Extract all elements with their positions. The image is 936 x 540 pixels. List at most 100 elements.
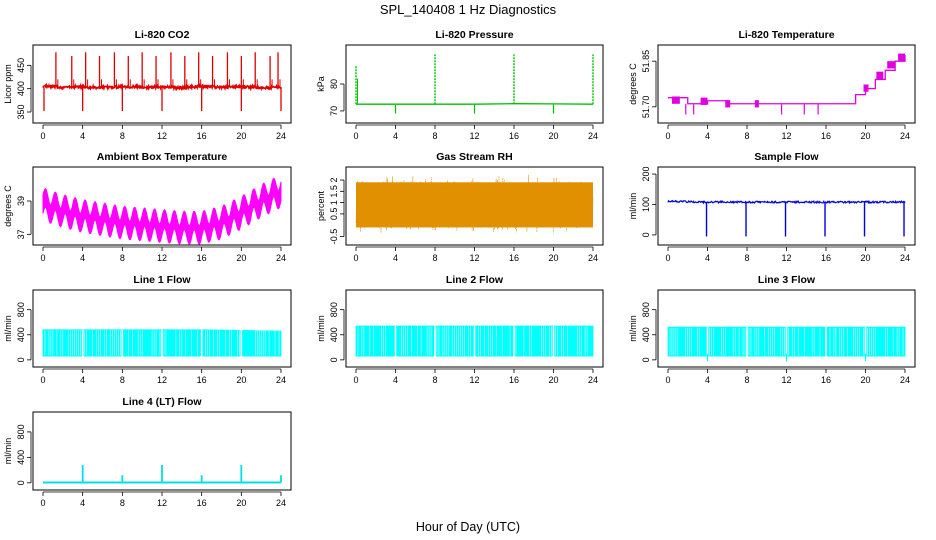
x-tick-label: 20	[236, 253, 246, 263]
y-tick-label: 1.5	[329, 185, 339, 198]
panel-title: Line 2 Flow	[446, 274, 504, 286]
x-tick-label: 8	[432, 253, 437, 263]
x-tick-label: 16	[197, 375, 207, 385]
y-tick-label: 800	[16, 302, 26, 317]
y-tick-label: -0.5	[329, 229, 339, 245]
x-tick-label: 8	[432, 375, 437, 385]
series-group	[355, 325, 594, 360]
x-tick-label: 8	[120, 253, 125, 263]
x-axis: 0 4 8 12 16 20 24	[353, 246, 598, 263]
x-tick-label: 24	[900, 131, 910, 141]
panel-title: Li-820 Temperature	[738, 29, 834, 41]
panel-frame	[345, 166, 604, 246]
panel-frame	[345, 44, 604, 124]
series-line	[667, 199, 906, 205]
series-line	[356, 103, 594, 105]
x-tick-label: 20	[860, 131, 870, 141]
y-tick-label: 200	[641, 167, 651, 182]
x-tick-label: 20	[548, 131, 558, 141]
x-tick-label: 16	[821, 253, 831, 263]
x-tick-label: 8	[744, 131, 749, 141]
panel-frame	[657, 166, 916, 246]
y-tick-label: 37	[16, 229, 26, 239]
flicker-block	[887, 61, 896, 69]
y-tick-label: 100	[641, 197, 651, 212]
flicker-block	[898, 53, 905, 61]
x-tick-label: 4	[80, 375, 85, 385]
x-tick-label: 4	[393, 253, 398, 263]
x-tick-label: 12	[469, 131, 479, 141]
x-tick-label: 20	[548, 253, 558, 263]
x-tick-label: 4	[393, 375, 398, 385]
flicker-block	[700, 97, 708, 105]
series-group	[667, 326, 906, 362]
x-tick-label: 8	[120, 131, 125, 141]
y-axis: 70 80	[329, 79, 345, 116]
x-tick-label: 16	[197, 498, 207, 508]
panel-frame	[32, 411, 292, 491]
x-axis: 0 4 8 12 16 20 24	[353, 368, 598, 385]
x-tick-label: 24	[276, 498, 286, 508]
x-tick-label: 24	[588, 375, 598, 385]
x-tick-label: 4	[393, 131, 398, 141]
y-tick-label: 0	[329, 357, 339, 362]
y-tick-label: 350	[16, 104, 26, 119]
series-group	[42, 177, 282, 245]
series-group	[355, 174, 594, 234]
y-tick-label: 800	[16, 424, 26, 439]
panel-title: Sample Flow	[754, 151, 819, 163]
x-axis: 0 4 8 12 16 20 24	[665, 124, 910, 141]
x-axis: 0 4 8 12 16 20 24	[40, 246, 286, 263]
y-axis-label: ml/min	[628, 315, 638, 342]
x-tick-label: 0	[665, 253, 670, 263]
y-tick-label: 51.85	[641, 50, 651, 73]
x-tick-label: 12	[469, 375, 479, 385]
x-axis: 0 4 8 12 16 20 24	[665, 368, 910, 385]
panel-frame	[657, 44, 916, 124]
y-axis-label: ml/min	[628, 193, 638, 220]
panel-title: Line 1 Flow	[133, 274, 191, 286]
x-tick-label: 16	[821, 131, 831, 141]
panel-title: Li-820 CO2	[135, 29, 190, 41]
y-axis: 0 400 800	[641, 302, 657, 362]
x-tick-label: 0	[665, 131, 670, 141]
y-axis: 51.70 51.85	[641, 50, 657, 118]
panel-frame	[32, 289, 292, 368]
panel-title: Gas Stream RH	[436, 151, 512, 163]
y-tick-label: 39	[16, 196, 26, 206]
panel-frame	[32, 166, 292, 246]
x-tick-label: 16	[509, 375, 519, 385]
x-tick-label: 16	[197, 253, 207, 263]
y-axis-label: degrees C	[3, 185, 13, 227]
x-tick-label: 12	[781, 375, 791, 385]
x-tick-label: 20	[860, 253, 870, 263]
x-axis: 0 4 8 12 16 20 24	[40, 368, 286, 385]
series-group	[43, 465, 282, 484]
x-tick-label: 24	[900, 375, 910, 385]
x-tick-label: 20	[236, 131, 246, 141]
series-line	[668, 55, 906, 105]
x-tick-label: 8	[744, 375, 749, 385]
flicker-block	[725, 100, 731, 108]
y-tick-label: 800	[641, 302, 651, 317]
y-axis-label: kPa	[316, 76, 326, 92]
y-tick-label: 400	[16, 81, 26, 96]
y-axis: 37 39	[16, 196, 32, 239]
y-tick-label: 800	[329, 302, 339, 317]
x-tick-label: 12	[469, 253, 479, 263]
series-group	[42, 329, 282, 360]
y-axis-label: ml/min	[3, 315, 13, 342]
panel-frame	[345, 289, 604, 368]
chart-panel: Li-820 Temperature 0 4 8 12 16 20 24 51.70 51.85d…	[628, 29, 916, 141]
x-tick-label: 20	[548, 375, 558, 385]
x-tick-label: 12	[157, 253, 167, 263]
x-tick-label: 8	[120, 375, 125, 385]
flicker-block	[863, 84, 869, 92]
panel-frame	[32, 44, 292, 124]
series-group	[668, 53, 906, 115]
y-tick-label: 80	[329, 79, 339, 89]
